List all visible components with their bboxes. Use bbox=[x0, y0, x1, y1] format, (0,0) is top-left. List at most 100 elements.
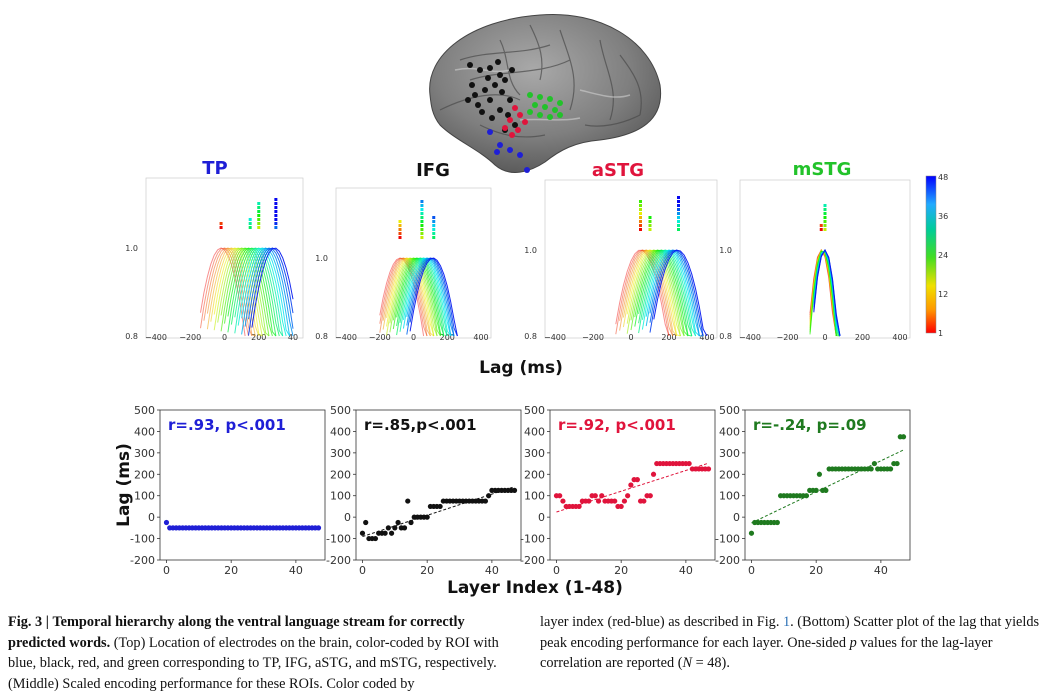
electrode-0-6 bbox=[472, 92, 478, 98]
roi-title-aSTG: aSTG bbox=[592, 160, 644, 181]
xtick: 200 bbox=[440, 333, 455, 342]
electrode-0-2 bbox=[487, 65, 493, 71]
scatter-point bbox=[599, 493, 605, 499]
electrode-0-4 bbox=[492, 82, 498, 88]
xtick: −200 bbox=[369, 333, 391, 342]
electrode-0-0 bbox=[467, 62, 473, 68]
ytick-label: -200 bbox=[520, 554, 545, 567]
peak-marker bbox=[823, 216, 827, 219]
scatter-point bbox=[385, 525, 391, 531]
peak-marker bbox=[248, 218, 252, 221]
scatter-point bbox=[163, 519, 170, 526]
caption-right-text-4: = 48). bbox=[692, 655, 730, 671]
panel-frame bbox=[739, 179, 911, 339]
peak-marker bbox=[677, 228, 680, 231]
electrode-1-5 bbox=[509, 132, 515, 138]
electrode-0-21 bbox=[512, 122, 518, 128]
ytick-label: 100 bbox=[719, 490, 740, 503]
scatter-point bbox=[748, 530, 755, 536]
peak-marker bbox=[639, 212, 642, 215]
xtick-label: 20 bbox=[420, 564, 434, 577]
scatter-point bbox=[823, 487, 829, 493]
peak-marker bbox=[420, 208, 424, 211]
electrode-2-9 bbox=[557, 100, 563, 106]
scatter-point bbox=[650, 471, 657, 477]
caption-right: layer index (red-blue) as described in F… bbox=[540, 612, 1040, 674]
peak-marker bbox=[823, 228, 827, 231]
ytick-1.0: 1.0 bbox=[524, 246, 537, 255]
scatter-point bbox=[392, 525, 398, 531]
peak-marker bbox=[677, 224, 680, 227]
xtick: −400 bbox=[145, 333, 167, 342]
figure-3: TP IFG aSTG mSTG 1.00.8 −400 −200 0 200 401.0… bbox=[114, 13, 948, 598]
electrode-3-1 bbox=[497, 142, 503, 148]
ytick-label: -100 bbox=[130, 533, 155, 546]
electrode-0-5 bbox=[482, 87, 488, 93]
layer-curve-1 bbox=[615, 249, 670, 337]
peak-marker bbox=[274, 226, 278, 229]
peak-marker bbox=[823, 208, 827, 211]
ytick-label: 300 bbox=[524, 447, 545, 460]
ytick-0.8: 0.8 bbox=[719, 332, 732, 341]
peak-marker bbox=[677, 216, 680, 219]
scatter-point bbox=[894, 460, 900, 467]
peak-marker bbox=[257, 210, 261, 213]
ytick-1.0: 1.0 bbox=[315, 254, 328, 263]
electrode-2-6 bbox=[527, 109, 533, 115]
peak-marker bbox=[648, 220, 652, 223]
xtick: −200 bbox=[582, 333, 604, 342]
caption-label: Fig. 3 | bbox=[8, 614, 49, 630]
electrode-0-9 bbox=[487, 97, 493, 103]
colorbar: 48 36 24 12 1 bbox=[925, 173, 948, 338]
panel-frame bbox=[159, 409, 326, 561]
ytick-label: 200 bbox=[524, 468, 545, 481]
electrode-0-16 bbox=[479, 109, 485, 115]
ytick-label: 0 bbox=[344, 511, 351, 524]
peak-marker bbox=[432, 228, 436, 231]
peak-marker bbox=[398, 220, 402, 223]
peak-marker bbox=[219, 222, 223, 225]
caption-right-text-2: . (Bottom) Scatter plot of the lag that … bbox=[540, 614, 1040, 651]
ytick-0.8: 0.8 bbox=[125, 332, 138, 341]
electrode-2-0 bbox=[527, 92, 533, 98]
scatter-panel-TP: -200 -100 0 100 200 300 400 500 0 20 40 r=.93, p<.0… bbox=[130, 404, 326, 577]
scatter-point bbox=[887, 466, 894, 472]
peak-marker bbox=[274, 202, 278, 205]
peak-marker bbox=[677, 204, 680, 207]
roi-title-mSTG: mSTG bbox=[793, 159, 852, 180]
ytick-label: 100 bbox=[524, 490, 545, 503]
ytick-1.0: 1.0 bbox=[125, 244, 138, 253]
scatter-point bbox=[395, 519, 401, 526]
electrode-3-2 bbox=[507, 147, 513, 153]
scatter-point bbox=[900, 434, 907, 440]
xtick-label: 20 bbox=[809, 564, 823, 577]
electrode-3-3 bbox=[517, 152, 523, 158]
scatter-point bbox=[625, 493, 631, 499]
scatter-point bbox=[405, 498, 411, 504]
scatter-point bbox=[592, 493, 598, 499]
electrode-0-7 bbox=[465, 97, 471, 103]
scatter-point bbox=[803, 493, 810, 499]
scatter-point bbox=[595, 498, 602, 504]
peak-marker bbox=[398, 236, 402, 239]
xtick: −400 bbox=[739, 333, 761, 342]
ytick-1.0: 1.0 bbox=[719, 246, 732, 255]
figure-ref-link[interactable]: 1 bbox=[782, 614, 791, 630]
peak-marker bbox=[819, 224, 823, 227]
electrode-2-5 bbox=[552, 107, 558, 113]
ytick-label: 0 bbox=[538, 511, 545, 524]
peak-marker bbox=[432, 236, 436, 239]
xtick-label: 0 bbox=[553, 564, 560, 577]
scatter-point bbox=[686, 460, 692, 467]
peak-marker bbox=[639, 216, 642, 219]
xtick: 400 bbox=[892, 333, 907, 342]
layer-curve-13 bbox=[213, 247, 263, 337]
encoding-panel-aSTG: 1.0 0.8 −400 −200 0 200 400 bbox=[524, 179, 718, 342]
scatter-point bbox=[868, 466, 874, 472]
title-ifg: IFG bbox=[416, 160, 450, 181]
peak-marker bbox=[648, 216, 652, 219]
peak-marker bbox=[823, 212, 827, 215]
peak-marker bbox=[677, 220, 680, 223]
electrode-1-2 bbox=[507, 117, 513, 123]
xtick-label: 20 bbox=[224, 564, 238, 577]
